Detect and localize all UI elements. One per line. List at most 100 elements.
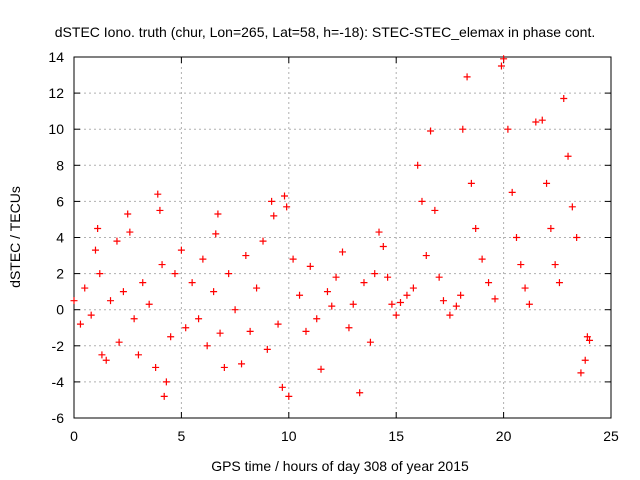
- data-point: [439, 297, 447, 305]
- data-point: [375, 228, 383, 236]
- data-point: [508, 188, 516, 196]
- data-point: [427, 127, 435, 135]
- data-point: [504, 125, 512, 133]
- data-point: [564, 152, 572, 160]
- data-point: [345, 324, 353, 332]
- data-point: [225, 270, 233, 278]
- data-point: [160, 392, 168, 400]
- data-point: [156, 206, 164, 214]
- data-point: [577, 369, 585, 377]
- data-point: [313, 315, 321, 323]
- data-point: [403, 291, 411, 299]
- data-point: [81, 284, 89, 292]
- data-point: [339, 248, 346, 256]
- data-point: [216, 329, 224, 337]
- y-tick-label: 14: [48, 49, 64, 65]
- data-point: [98, 351, 106, 359]
- data-point: [212, 230, 220, 238]
- data-point: [497, 62, 505, 70]
- data-point: [525, 300, 533, 308]
- y-axis-label: dSTEC / TECUs: [7, 186, 23, 288]
- data-point: [76, 320, 84, 328]
- data-point: [296, 291, 304, 299]
- data-point: [547, 224, 555, 232]
- data-point: [145, 300, 153, 308]
- data-point: [467, 179, 475, 187]
- y-tick-label: 0: [56, 302, 64, 318]
- data-point: [551, 261, 559, 269]
- data-point: [317, 365, 325, 373]
- data-point: [246, 327, 254, 335]
- data-point: [360, 279, 368, 287]
- data-point: [283, 203, 291, 211]
- y-tick-label: 12: [48, 85, 64, 101]
- y-tick-label: -2: [52, 338, 65, 354]
- data-point: [139, 279, 147, 287]
- data-point: [388, 300, 396, 308]
- data-point: [263, 345, 271, 353]
- data-point: [512, 234, 520, 241]
- data-point: [182, 324, 190, 332]
- data-point: [435, 273, 443, 281]
- data-point: [195, 315, 203, 323]
- data-point: [302, 327, 310, 335]
- data-point: [177, 246, 185, 254]
- data-point: [278, 383, 286, 391]
- x-tick-label: 5: [178, 428, 186, 444]
- data-point: [396, 298, 404, 306]
- data-point: [485, 279, 493, 287]
- grid: [74, 57, 611, 418]
- data-point: [491, 295, 499, 303]
- data-point: [521, 284, 529, 292]
- data-point: [214, 210, 222, 218]
- data-point: [459, 125, 467, 133]
- x-tick-label: 10: [281, 428, 297, 444]
- data-point: [203, 342, 211, 350]
- data-point: [199, 255, 207, 263]
- data-point: [96, 270, 104, 278]
- y-tick-label: 10: [48, 121, 64, 137]
- data-point: [332, 273, 340, 281]
- data-point: [586, 336, 594, 344]
- data-point: [274, 320, 282, 328]
- data-point: [167, 333, 175, 341]
- data-point: [328, 302, 336, 310]
- data-point: [532, 118, 540, 126]
- data-point: [379, 243, 387, 251]
- x-axis-label: GPS time / hours of day 308 of year 2015: [211, 458, 469, 474]
- data-point: [107, 297, 115, 305]
- data-point: [583, 333, 591, 341]
- y-tick-label: 4: [56, 230, 64, 246]
- x-axis: 0 5 10 15 20 25: [70, 57, 619, 444]
- data-point: [113, 237, 121, 245]
- data-point: [409, 284, 417, 292]
- data-point: [158, 261, 166, 269]
- data-point: [371, 270, 379, 278]
- data-point: [115, 338, 123, 346]
- data-point: [162, 378, 170, 386]
- data-point: [281, 192, 289, 200]
- y-tick-label: 2: [56, 266, 64, 282]
- data-point: [414, 161, 422, 169]
- data-point: [289, 255, 297, 263]
- x-tick-label: 20: [496, 428, 512, 444]
- data-point: [349, 300, 357, 308]
- data-point: [555, 279, 563, 287]
- data-point: [210, 288, 218, 296]
- data-point: [102, 356, 110, 364]
- data-point: [91, 246, 99, 254]
- x-tick-label: 25: [603, 428, 619, 444]
- data-point: [422, 252, 430, 260]
- data-point: [543, 179, 551, 187]
- y-axis: -6 -4 -2 0 2 4 6 8 10 12 14: [48, 49, 611, 426]
- data-point: [418, 197, 426, 205]
- data-point: [130, 315, 138, 323]
- data-point: [152, 363, 160, 371]
- series: [70, 55, 594, 400]
- data-point: [242, 252, 250, 260]
- data-point: [568, 203, 576, 211]
- data-point: [188, 279, 196, 287]
- data-point: [70, 297, 78, 305]
- data-point: [431, 206, 439, 214]
- data-point: [581, 356, 589, 364]
